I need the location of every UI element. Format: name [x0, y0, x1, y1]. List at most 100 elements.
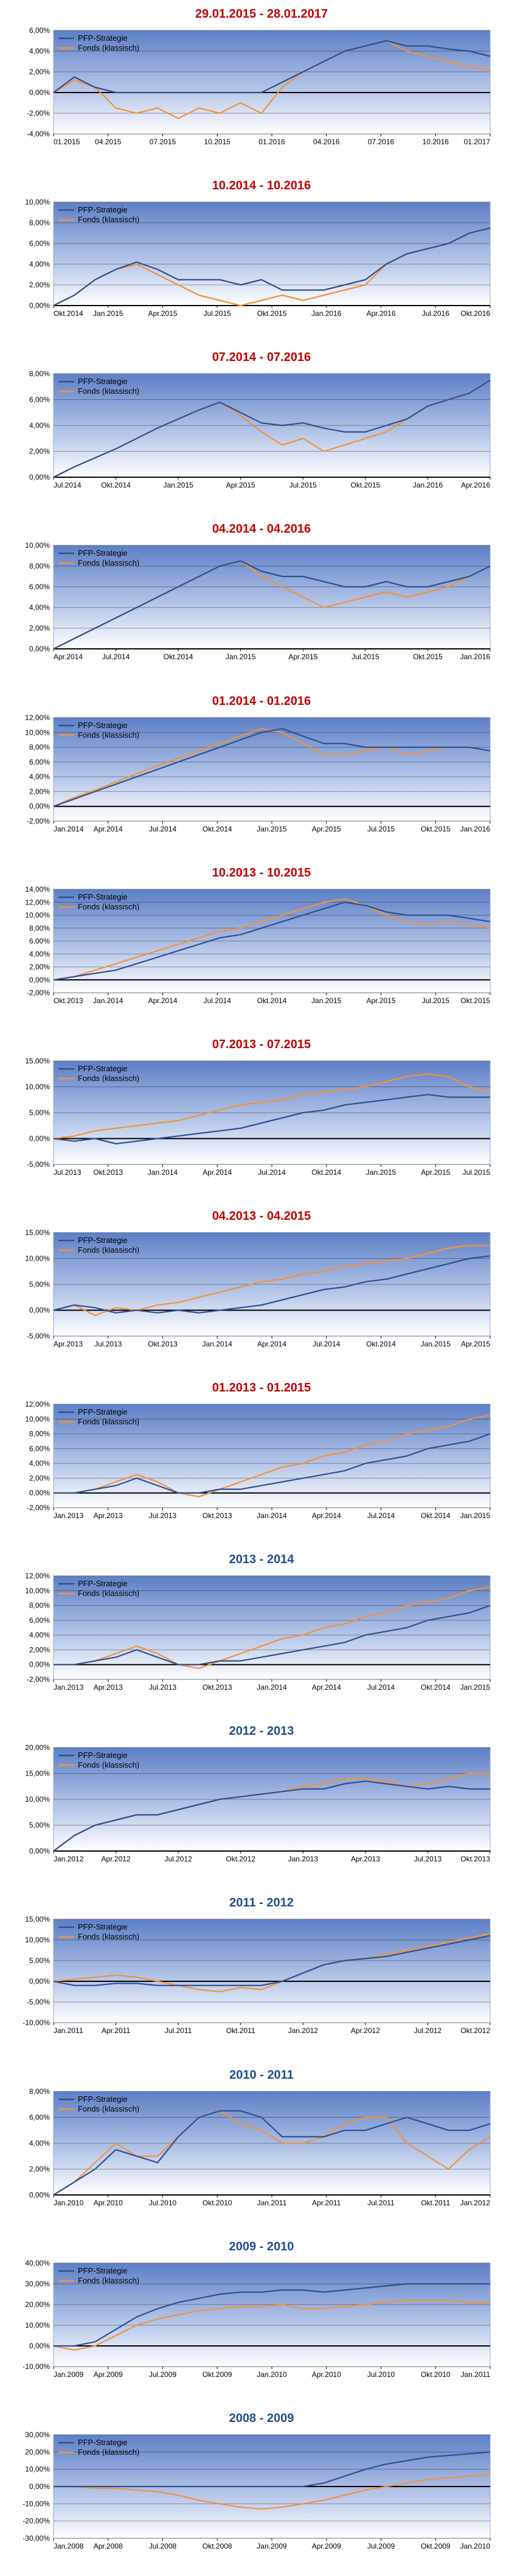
x-tick-label: Jul.2013 [149, 1511, 177, 1520]
x-tick-label: Jan.2010 [460, 2542, 491, 2550]
x-tick-label: Jul.2009 [367, 2542, 395, 2550]
y-tick-label: 4,00% [29, 772, 50, 781]
x-tick-label: Apr.2014 [312, 1511, 341, 1520]
legend-label: PFP-Strategie [78, 548, 128, 558]
x-tick-label: Jan.2014 [257, 1511, 287, 1520]
y-tick-label: 0,00% [29, 473, 50, 481]
x-tick-label: Jul.2015 [289, 481, 317, 489]
line-chart: 0,00% 2,00% 4,00% 6,00% 8,00% Jan.2010 Apr.201… [29, 2087, 491, 2207]
x-tick-label: Apr.2015 [148, 309, 177, 318]
x-tick-label: Okt.2014 [421, 1683, 451, 1692]
y-tick-label: 0,00% [29, 975, 50, 984]
x-tick-label: Jan.2013 [54, 1683, 84, 1692]
series-line-fonds-klassisch [53, 2110, 491, 2196]
x-tick-label: Okt.2016 [460, 309, 490, 318]
y-tick-label: 2,00% [29, 2165, 50, 2173]
series-line-fonds-klassisch [53, 40, 491, 119]
x-tick-label: 01.2017 [464, 138, 491, 146]
plot-area [53, 30, 491, 135]
y-tick-label: 0,00% [29, 88, 50, 97]
series-line-pfp-strategie [53, 2110, 491, 2196]
x-tick-label: Jul.2014 [367, 1683, 395, 1692]
x-tick-label: Jan.2014 [148, 1168, 178, 1177]
chart-title: 01.2014 - 01.2016 [212, 694, 311, 708]
y-tick-label: -5,00% [27, 1160, 50, 1169]
y-tick-label: 6,00% [29, 757, 50, 766]
x-tick-label: Jan.2015 [257, 825, 287, 833]
x-tick-label: Apr.2014 [148, 996, 177, 1005]
series-line-pfp-strategie [53, 1255, 491, 1314]
y-tick-label: 4,00% [29, 260, 50, 268]
legend-label: PFP-Strategie [78, 2095, 128, 2104]
series-line-pfp-strategie [53, 1935, 491, 1987]
y-tick-label: -10,00% [23, 2499, 50, 2508]
series-line-pfp-strategie [53, 40, 491, 94]
y-tick-label: 0,00% [29, 1661, 50, 1669]
x-tick-label: Jul.2012 [414, 2026, 442, 2035]
y-tick-label: 20,00% [25, 2300, 50, 2309]
chart-panel: 04.2013 - 04.2015 -5,00% 0,00% 5,00% 10,00% 1… [0, 1202, 523, 1374]
x-tick-label: Jul.2013 [414, 1855, 442, 1863]
y-tick-label: 10,00% [25, 1082, 50, 1091]
y-tick-label: 6,00% [29, 239, 50, 248]
x-tick-label: Jan.2016 [460, 653, 491, 661]
series-line-fonds-klassisch [53, 1245, 490, 1317]
chart-panel: 2011 - 2012 -10,00% -5,00% 0,00% 5,00% 10,00%… [0, 1889, 523, 2060]
y-tick-label: 2,00% [29, 624, 50, 632]
y-tick-label: -2,00% [27, 817, 50, 825]
line-chart: -5,00% 0,00% 5,00% 10,00% 15,00% Apr.2013 Jul.… [25, 1228, 491, 1348]
x-tick-label: Jul.2015 [463, 1168, 491, 1177]
x-tick-label: Okt.2014 [54, 309, 83, 318]
legend-label: Fonds (klassisch) [78, 2104, 139, 2113]
line-chart: -5,00% 0,00% 5,00% 10,00% 15,00% Jul.2013 Okt.… [25, 1057, 491, 1177]
series-line-pfp-strategie [53, 1093, 490, 1144]
chart-panel: 01.2013 - 01.2015 -2,00% 0,00% 2,00% 4,00% 6,… [0, 1374, 523, 1545]
y-tick-label: 4,00% [29, 950, 50, 958]
y-tick-label: 2,00% [29, 1646, 50, 1654]
chart-panel: 2008 - 2009 -30,00% -20,00% -10,00% 0,00% 10,… [0, 2404, 523, 2576]
y-tick-label: 4,00% [29, 2139, 50, 2147]
x-tick-label: Jul.2010 [149, 2199, 177, 2207]
x-tick-label: Jul.2014 [258, 1168, 286, 1177]
y-tick-label: 10,00% [25, 541, 50, 550]
x-tick-label: Apr.2016 [366, 309, 395, 318]
x-tick-label: Apr.2015 [461, 1340, 490, 1348]
plot-area [53, 2263, 491, 2367]
y-tick-label: 6,00% [29, 2113, 50, 2121]
y-tick-label: 15,00% [25, 1228, 50, 1237]
x-tick-label: Okt.2011 [226, 2026, 255, 2035]
y-tick-label: 0,00% [29, 2342, 50, 2350]
x-tick-label: Okt.2013 [54, 996, 83, 1005]
line-chart: -2,00% 0,00% 2,00% 4,00% 6,00% 8,00% 10,00% 12,… [25, 1400, 491, 1520]
legend-label: PFP-Strategie [78, 1751, 128, 1760]
chart-panel: 29.01.2015 - 28.01.2017 -4,00% -2,00% 0,00%… [0, 0, 523, 172]
plot-area [53, 373, 491, 478]
y-tick-label: 0,00% [29, 802, 50, 810]
x-tick-label: Jan.2014 [54, 825, 84, 833]
y-tick-label: 8,00% [29, 1601, 50, 1610]
x-tick-label: Okt.2014 [203, 825, 232, 833]
chart-title: 29.01.2015 - 28.01.2017 [195, 7, 328, 21]
chart-panel: 2010 - 2011 0,00% 2,00% 4,00% 6,00% 8,00% Jan.… [0, 2061, 523, 2233]
y-tick-label: 6,00% [29, 937, 50, 945]
x-tick-label: Jul.2015 [352, 653, 379, 661]
x-tick-label: 04.2016 [313, 138, 340, 146]
y-tick-label: 20,00% [25, 1743, 50, 1752]
y-tick-label: 0,00% [29, 1489, 50, 1497]
y-tick-label: 6,00% [29, 1444, 50, 1453]
y-tick-label: -20,00% [23, 2517, 50, 2525]
plot-area [53, 1919, 491, 2023]
y-tick-label: -5,00% [27, 1332, 50, 1340]
x-tick-label: Apr.2008 [94, 2542, 123, 2550]
legend-label: PFP-Strategie [78, 1579, 128, 1588]
x-tick-label: Jul.2015 [367, 825, 395, 833]
chart-title: 2011 - 2012 [229, 1896, 294, 1910]
chart-panel: 2009 - 2010 -10,00% 0,00% 10,00% 20,00% 30,00… [0, 2233, 523, 2404]
series-line-fonds-klassisch [54, 1415, 491, 1497]
x-tick-label: 10.2016 [423, 138, 449, 146]
x-tick-label: Jul.2011 [165, 2026, 192, 2035]
x-tick-label: Jan.2013 [54, 1511, 84, 1520]
y-tick-label: 15,00% [25, 1769, 50, 1778]
y-tick-label: -2,00% [27, 989, 50, 997]
series-line-pfp-strategie [53, 901, 491, 981]
